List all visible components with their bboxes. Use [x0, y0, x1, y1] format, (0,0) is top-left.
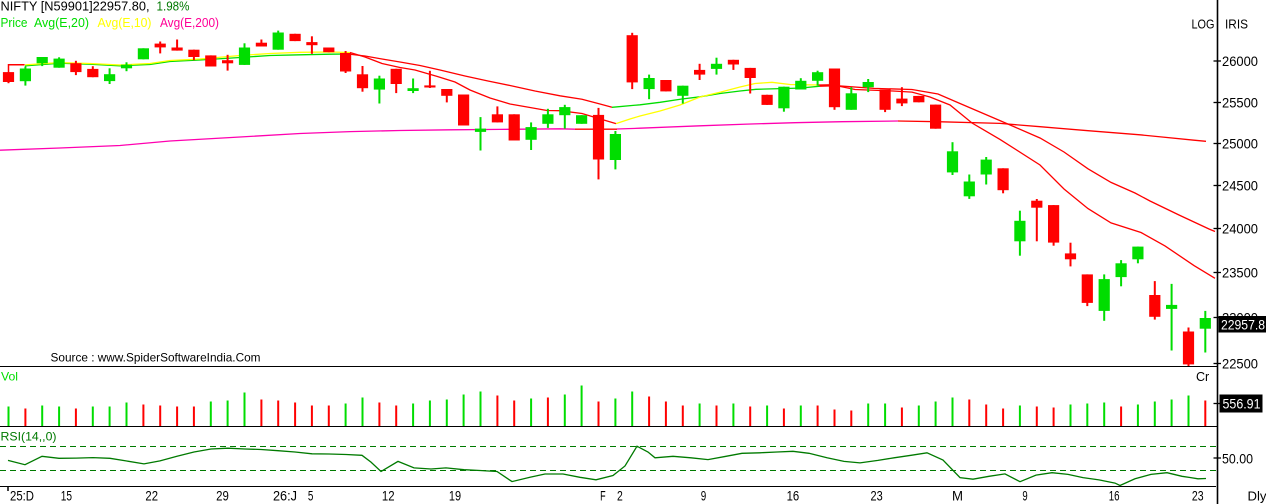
- svg-text:23500: 23500: [1222, 264, 1258, 280]
- svg-text:9: 9: [701, 488, 707, 504]
- svg-text:Avg(E,20): Avg(E,20): [34, 16, 89, 30]
- svg-text:Price: Price: [1, 16, 28, 30]
- svg-text:Avg(E,200): Avg(E,200): [160, 16, 219, 30]
- svg-text:50.00: 50.00: [1222, 450, 1253, 466]
- svg-text:Avg(E,10): Avg(E,10): [98, 16, 152, 30]
- svg-text:556.91: 556.91: [1223, 396, 1261, 412]
- svg-text:22: 22: [145, 488, 158, 504]
- svg-text:1.98%: 1.98%: [157, 0, 190, 14]
- svg-text:24500: 24500: [1222, 177, 1258, 193]
- svg-text:Dly: Dly: [1248, 490, 1266, 504]
- svg-text:16: 16: [1109, 488, 1120, 504]
- svg-text:19: 19: [449, 488, 461, 504]
- svg-text:9: 9: [1022, 488, 1027, 504]
- svg-text:29: 29: [216, 488, 229, 504]
- svg-text:LOG: LOG: [1192, 18, 1215, 32]
- svg-text:22957.8: 22957.8: [1221, 317, 1265, 333]
- svg-text:25000: 25000: [1222, 135, 1258, 151]
- svg-text:23: 23: [871, 488, 883, 504]
- svg-text:Cr: Cr: [1196, 370, 1209, 384]
- svg-text:15: 15: [61, 488, 72, 504]
- svg-text:RSI(14,,0): RSI(14,,0): [1, 430, 57, 444]
- svg-text:2: 2: [617, 488, 623, 504]
- svg-text:26000: 26000: [1222, 53, 1258, 69]
- svg-text:25500: 25500: [1222, 94, 1258, 110]
- svg-text:Source : www.SpiderSoftwareInd: Source : www.SpiderSoftwareIndia.Com: [51, 351, 261, 365]
- svg-text:M: M: [952, 488, 963, 504]
- svg-text:IRIS: IRIS: [1225, 18, 1248, 32]
- svg-text:25:D: 25:D: [10, 488, 34, 504]
- svg-text:NIFTY [N59901]22957.80,: NIFTY [N59901]22957.80,: [1, 0, 150, 14]
- svg-text:12: 12: [382, 488, 395, 504]
- svg-text:22500: 22500: [1222, 355, 1258, 371]
- svg-text:5: 5: [308, 488, 314, 504]
- svg-text:23: 23: [1192, 488, 1204, 504]
- svg-text:Vol: Vol: [1, 370, 18, 384]
- svg-text:F: F: [600, 488, 606, 504]
- svg-text:26:J: 26:J: [273, 488, 297, 504]
- svg-text:16: 16: [787, 488, 800, 504]
- svg-text:24000: 24000: [1222, 220, 1258, 236]
